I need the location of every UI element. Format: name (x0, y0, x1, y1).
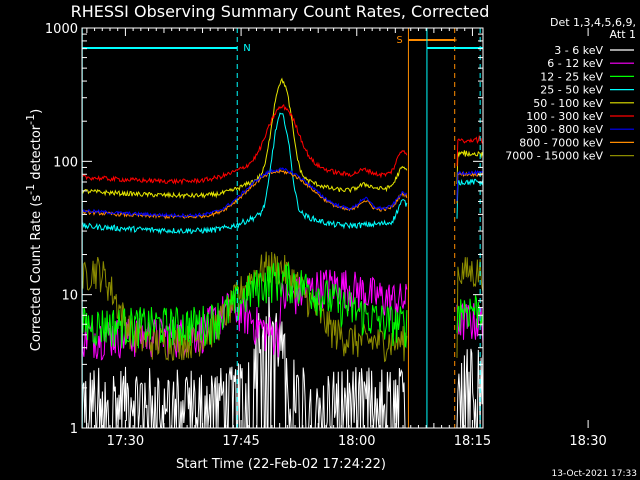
legend-entry-label: 50 - 100 keV (533, 97, 603, 110)
y-axis-label-part-3: ) (29, 109, 44, 114)
y-tick-label: 10 (61, 289, 78, 304)
series-line-red (456, 134, 484, 167)
y-tick-label: 1000 (45, 22, 78, 37)
series-line-yellow (81, 77, 408, 200)
plot-frame (81, 27, 484, 429)
series-line-olive (456, 257, 484, 358)
x-tick-label: 18:15 (454, 434, 491, 449)
series-line-white (456, 348, 484, 429)
y-axis-label-part-1: Corrected Count Rate (s (29, 195, 44, 352)
series-line-green (456, 295, 484, 333)
x-tick-label: 18:00 (338, 434, 375, 449)
series-line-blue (82, 167, 407, 218)
x-tick-label: 17:30 (107, 434, 144, 449)
series-line-blue (456, 169, 484, 201)
series-line-red (81, 103, 408, 186)
y-tick-label: 100 (53, 155, 78, 170)
legend-entry-label: 800 - 7000 keV (519, 136, 603, 149)
y-axis-label-part-2: detector (29, 124, 44, 184)
x-tick-label: 17:45 (222, 434, 259, 449)
saa-label: S (396, 35, 402, 46)
series-line-magenta (456, 302, 484, 343)
series-line-cyan (456, 178, 484, 219)
x-tick-label: 18:30 (569, 434, 606, 449)
x-axis-label: Start Time (22-Feb-02 17:24:22) (176, 457, 386, 472)
legend-entry-label: 3 - 6 keV (554, 44, 603, 57)
legend-header-line-1: Det 1,3,4,5,6,9, (550, 16, 636, 29)
series-line-yellow (456, 150, 484, 185)
legend-entry-label: 6 - 12 keV (547, 57, 603, 70)
chart-title: RHESSI Observing Summary Count Rates, Co… (71, 2, 490, 21)
series-line-orange (456, 171, 484, 204)
series-line-orange (81, 168, 408, 220)
legend-entry-label: 300 - 800 keV (526, 123, 603, 136)
y-tick-label: 1 (70, 422, 78, 437)
series-line-olive (81, 251, 408, 363)
y-axis-label: Corrected Count Rate (s-1 detector-1) (24, 109, 44, 351)
series-line-cyan (81, 112, 408, 235)
legend-entry-label: 100 - 300 keV (526, 110, 603, 123)
legend-header-line-2: Att 1 (610, 28, 636, 41)
series-line-green (81, 262, 408, 349)
markers: NS (81, 28, 483, 428)
legend-entry-label: 12 - 25 keV (540, 70, 603, 83)
y-axis: 1 10 100 1000 (45, 22, 483, 437)
plot-data (81, 77, 484, 430)
legend-entry-label: 7000 - 15000 keV (505, 150, 603, 163)
y-axis-label-exp-1: -1 (24, 184, 37, 195)
legend-entry-label: 25 - 50 keV (540, 84, 603, 97)
night-label: N (243, 43, 250, 54)
y-axis-label-exp-2: -1 (24, 114, 37, 125)
timestamp: 13-Oct-2021 17:33 (552, 469, 637, 479)
